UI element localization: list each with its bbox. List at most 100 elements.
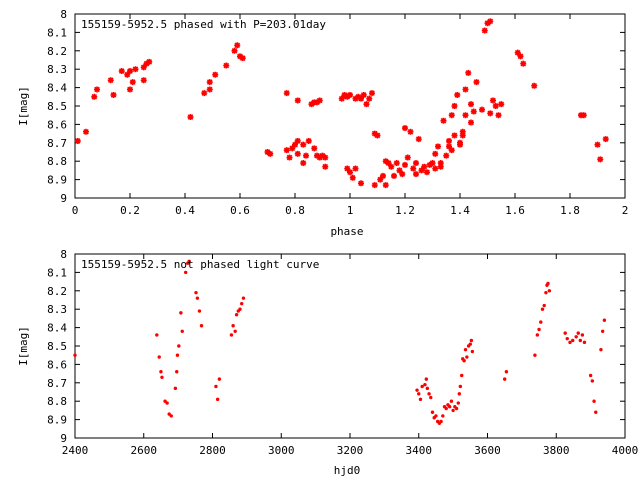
y-axis-label-bottom: I[mag] xyxy=(17,326,30,366)
data-point xyxy=(544,290,548,295)
data-point xyxy=(565,336,569,341)
x-tick-label: 0.4 xyxy=(175,204,195,217)
y-tick-label: 8.4 xyxy=(47,82,67,95)
data-point xyxy=(602,136,609,143)
x-axis-label-top: phase xyxy=(330,225,363,238)
data-point xyxy=(468,342,473,346)
x-tick-label: 3000 xyxy=(268,444,295,457)
data-point xyxy=(460,373,464,378)
y-tick-label: 8.8 xyxy=(47,395,67,408)
data-point xyxy=(303,152,309,159)
data-point xyxy=(451,408,455,413)
data-point xyxy=(179,311,183,315)
data-point xyxy=(423,382,427,387)
data-point xyxy=(286,154,293,161)
data-point xyxy=(490,97,496,104)
data-point xyxy=(473,79,480,86)
x-tick-label: 1.4 xyxy=(450,204,470,217)
data-point xyxy=(439,419,443,424)
data-point xyxy=(234,42,241,49)
y-tick-label: 9 xyxy=(60,432,67,445)
data-point xyxy=(415,388,419,392)
x-tick-label: 0.2 xyxy=(120,204,140,217)
data-point xyxy=(441,414,445,418)
y-tick-label: 8.7 xyxy=(47,137,67,150)
data-point xyxy=(283,147,290,154)
data-point xyxy=(451,103,458,109)
data-point xyxy=(502,377,507,381)
data-point xyxy=(563,331,567,335)
data-point xyxy=(459,128,466,135)
data-point xyxy=(531,82,538,89)
data-point xyxy=(155,333,159,337)
data-point xyxy=(215,397,220,402)
data-point xyxy=(448,112,455,119)
data-point xyxy=(94,86,100,93)
chart-title-top: 155159-5952.5 phased with P=203.01day xyxy=(81,18,326,31)
data-point xyxy=(592,399,596,403)
data-point xyxy=(194,290,198,295)
data-point xyxy=(487,110,494,117)
data-point xyxy=(264,149,271,155)
data-point xyxy=(83,128,89,135)
data-point xyxy=(165,401,169,405)
data-point xyxy=(540,307,545,311)
data-point xyxy=(73,353,77,357)
data-point xyxy=(175,353,180,357)
data-point xyxy=(504,370,509,374)
x-tick-label: 0.8 xyxy=(285,204,305,217)
data-point xyxy=(568,340,572,345)
x-tick-label: 3400 xyxy=(406,444,433,457)
tick-group-top: 0 0.2 0.4 0.6 0.8 1 1.2 1.4 1.6 1.8 2 8 8.1 8.2 8.3 8.4… xyxy=(47,8,628,217)
data-point xyxy=(319,152,326,159)
data-point xyxy=(124,71,131,78)
data-point xyxy=(177,344,181,348)
data-point xyxy=(576,331,580,335)
data-point xyxy=(195,296,200,300)
data-point xyxy=(183,270,188,275)
data-point xyxy=(590,379,595,383)
data-point xyxy=(140,77,147,84)
y-tick-label: 9 xyxy=(60,192,67,205)
data-point xyxy=(197,309,202,313)
data-point xyxy=(231,47,238,54)
data-point xyxy=(458,384,463,389)
data-point xyxy=(444,406,448,411)
data-point xyxy=(238,307,242,311)
data-point xyxy=(187,114,194,121)
data-point xyxy=(294,97,301,104)
data-point xyxy=(231,324,235,328)
data-point xyxy=(393,160,400,167)
data-point xyxy=(382,158,389,165)
x-tick-label: 2800 xyxy=(199,444,226,457)
data-point xyxy=(308,101,315,108)
data-point xyxy=(578,338,583,343)
data-point xyxy=(341,91,348,98)
data-point xyxy=(451,132,458,139)
data-point xyxy=(580,333,585,337)
data-point xyxy=(429,395,433,400)
data-point xyxy=(305,137,312,144)
data-point xyxy=(360,91,367,98)
data-point xyxy=(430,410,435,414)
data-point xyxy=(292,141,298,148)
data-point xyxy=(206,86,213,93)
data-point xyxy=(479,106,485,113)
data-point xyxy=(487,18,494,25)
data-point xyxy=(440,117,447,124)
data-point xyxy=(429,160,436,167)
data-point xyxy=(349,174,356,181)
x-tick-label: 1.6 xyxy=(505,204,525,217)
data-point xyxy=(294,150,301,157)
data-point xyxy=(457,139,463,146)
data-point xyxy=(437,163,444,170)
data-point xyxy=(173,386,178,391)
data-point xyxy=(462,359,466,363)
data-point xyxy=(391,172,397,179)
data-point xyxy=(294,137,301,144)
data-point xyxy=(582,340,587,345)
data-point xyxy=(237,53,243,60)
data-point xyxy=(358,95,364,102)
data-point xyxy=(352,165,359,172)
